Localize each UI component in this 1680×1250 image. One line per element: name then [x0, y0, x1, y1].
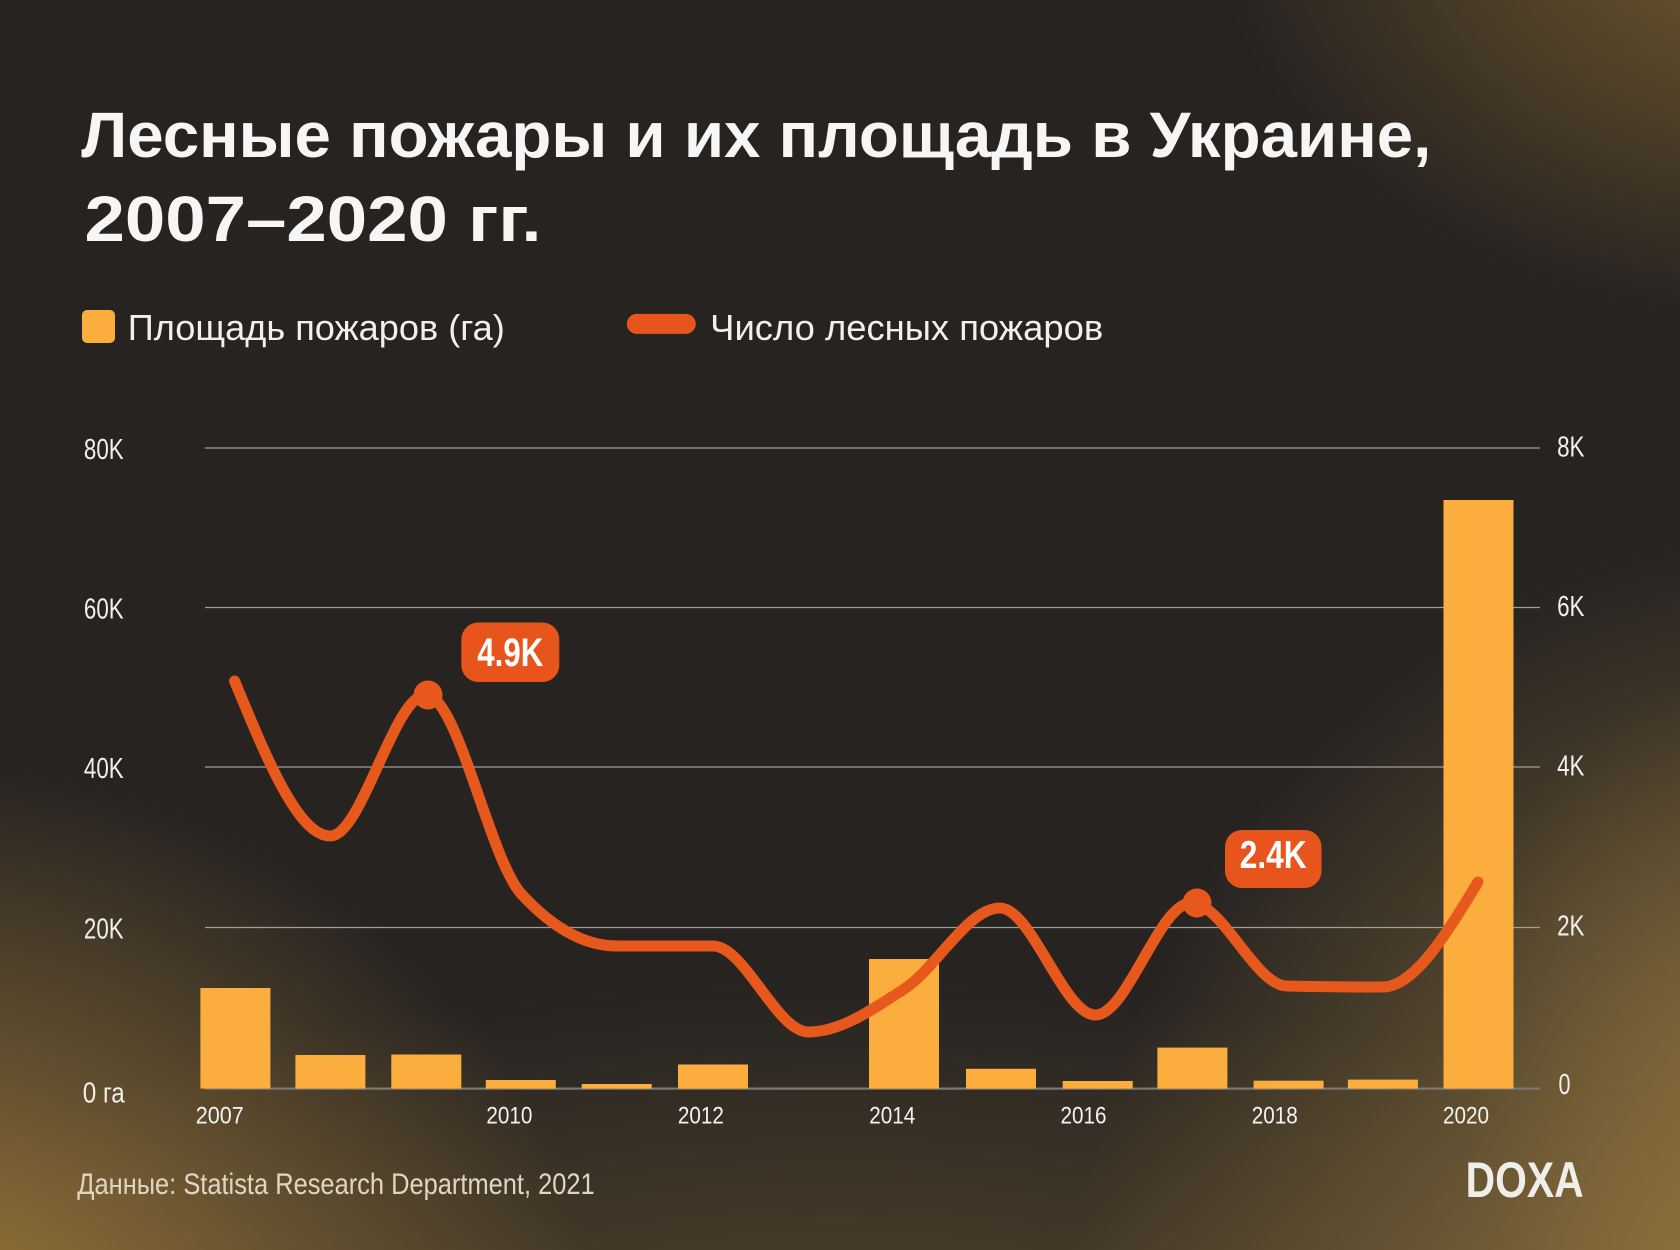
svg-text:Лесные пожары и их площадь в У: Лесные пожары и их площадь в Украине,: [81, 99, 1431, 171]
svg-text:Число лесных пожаров: Число лесных пожаров: [710, 307, 1103, 348]
svg-text:2018: 2018: [1252, 1103, 1298, 1130]
svg-text:2010: 2010: [486, 1103, 532, 1130]
svg-text:2016: 2016: [1061, 1103, 1107, 1130]
svg-text:DOXA: DOXA: [1466, 1152, 1584, 1208]
svg-text:40K: 40K: [84, 753, 124, 785]
svg-text:2007–2020 гг.: 2007–2020 гг.: [85, 183, 542, 255]
svg-text:2.4K: 2.4K: [1240, 834, 1307, 877]
svg-text:0: 0: [1559, 1069, 1571, 1101]
svg-text:6K: 6K: [1557, 591, 1585, 623]
svg-text:8K: 8K: [1557, 432, 1585, 464]
svg-text:60K: 60K: [84, 594, 124, 626]
svg-text:2007: 2007: [196, 1103, 244, 1130]
svg-text:2014: 2014: [869, 1103, 915, 1130]
svg-text:Площадь пожаров (га): Площадь пожаров (га): [128, 307, 505, 348]
svg-text:80K: 80K: [84, 434, 124, 466]
svg-text:2020: 2020: [1443, 1103, 1489, 1130]
svg-text:4.9K: 4.9K: [477, 631, 543, 675]
svg-text:0 га: 0 га: [83, 1078, 126, 1110]
svg-text:4K: 4K: [1557, 751, 1585, 783]
svg-text:Данные: Statista Research Depa: Данные: Statista Research Department, 20…: [77, 1168, 594, 1201]
svg-text:20K: 20K: [84, 914, 124, 946]
svg-text:2K: 2K: [1557, 911, 1585, 943]
svg-text:2012: 2012: [678, 1103, 724, 1130]
